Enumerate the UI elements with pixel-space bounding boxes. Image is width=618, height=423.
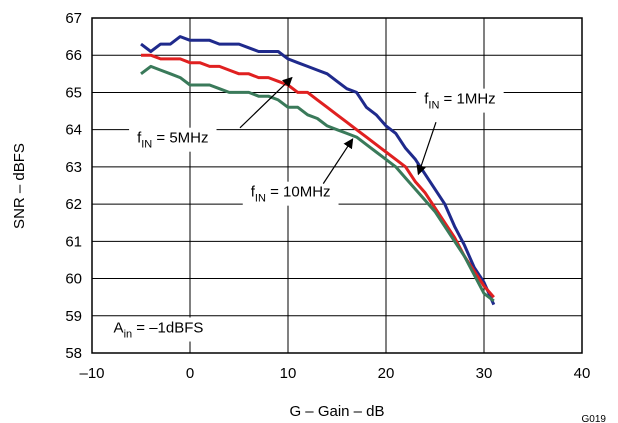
x-tick-labels: –10 0 10 20 30 40 xyxy=(79,365,590,382)
annotation-backgrounds xyxy=(105,88,504,342)
plot-frame xyxy=(91,17,583,354)
annotation-background xyxy=(242,181,339,206)
y-tick-label: 67 xyxy=(65,10,82,27)
x-tick-label: 20 xyxy=(378,365,395,382)
annotation-arrow xyxy=(322,138,354,184)
annotation-background xyxy=(416,88,504,113)
x-tick-label: 40 xyxy=(574,365,591,382)
y-tick-label: 63 xyxy=(65,159,82,176)
x-tick-label: –10 xyxy=(79,365,104,382)
y-tick-label: 59 xyxy=(65,308,82,325)
y-tick-label: 61 xyxy=(65,233,82,250)
y-tick-label: 58 xyxy=(65,345,82,362)
y-tick-label: 65 xyxy=(65,84,82,101)
x-tick-label: 10 xyxy=(280,365,297,382)
annotations: fIN = 1MHz fIN = 5MHz fIN = 10MHz Ain = –1d… xyxy=(114,91,496,341)
x-axis-title: G – Gain – dB xyxy=(289,403,384,420)
annotation-fin-5mhz: fIN = 5MHz xyxy=(137,130,208,151)
x-tick-label: 30 xyxy=(476,365,493,382)
annotation-fin-1mhz: fIN = 1MHz xyxy=(424,91,495,112)
x-tick-label: 0 xyxy=(186,365,194,382)
y-tick-labels: 58 59 60 61 62 63 64 65 66 67 xyxy=(65,10,82,362)
series-line-3 xyxy=(140,64,495,303)
annotation-background xyxy=(105,317,212,342)
series-line-2 xyxy=(141,53,495,299)
y-tick-label: 60 xyxy=(65,271,82,288)
series-line-1 xyxy=(140,35,496,306)
annotation-arrow xyxy=(239,76,293,129)
annotation-fin-10mhz: fIN = 10MHz xyxy=(251,184,331,205)
annotation-background xyxy=(129,127,217,152)
series-group xyxy=(140,35,496,306)
y-tick-label: 66 xyxy=(65,47,82,64)
annotation-ain-label: Ain = –1dBFS xyxy=(114,320,204,341)
y-axis-title: SNR – dBFS xyxy=(11,143,28,229)
figure-id: G019 xyxy=(582,414,607,423)
annotation-arrows xyxy=(239,76,437,184)
y-tick-label: 64 xyxy=(65,122,82,139)
y-tick-label: 62 xyxy=(65,196,82,213)
annotation-arrow xyxy=(416,122,437,176)
